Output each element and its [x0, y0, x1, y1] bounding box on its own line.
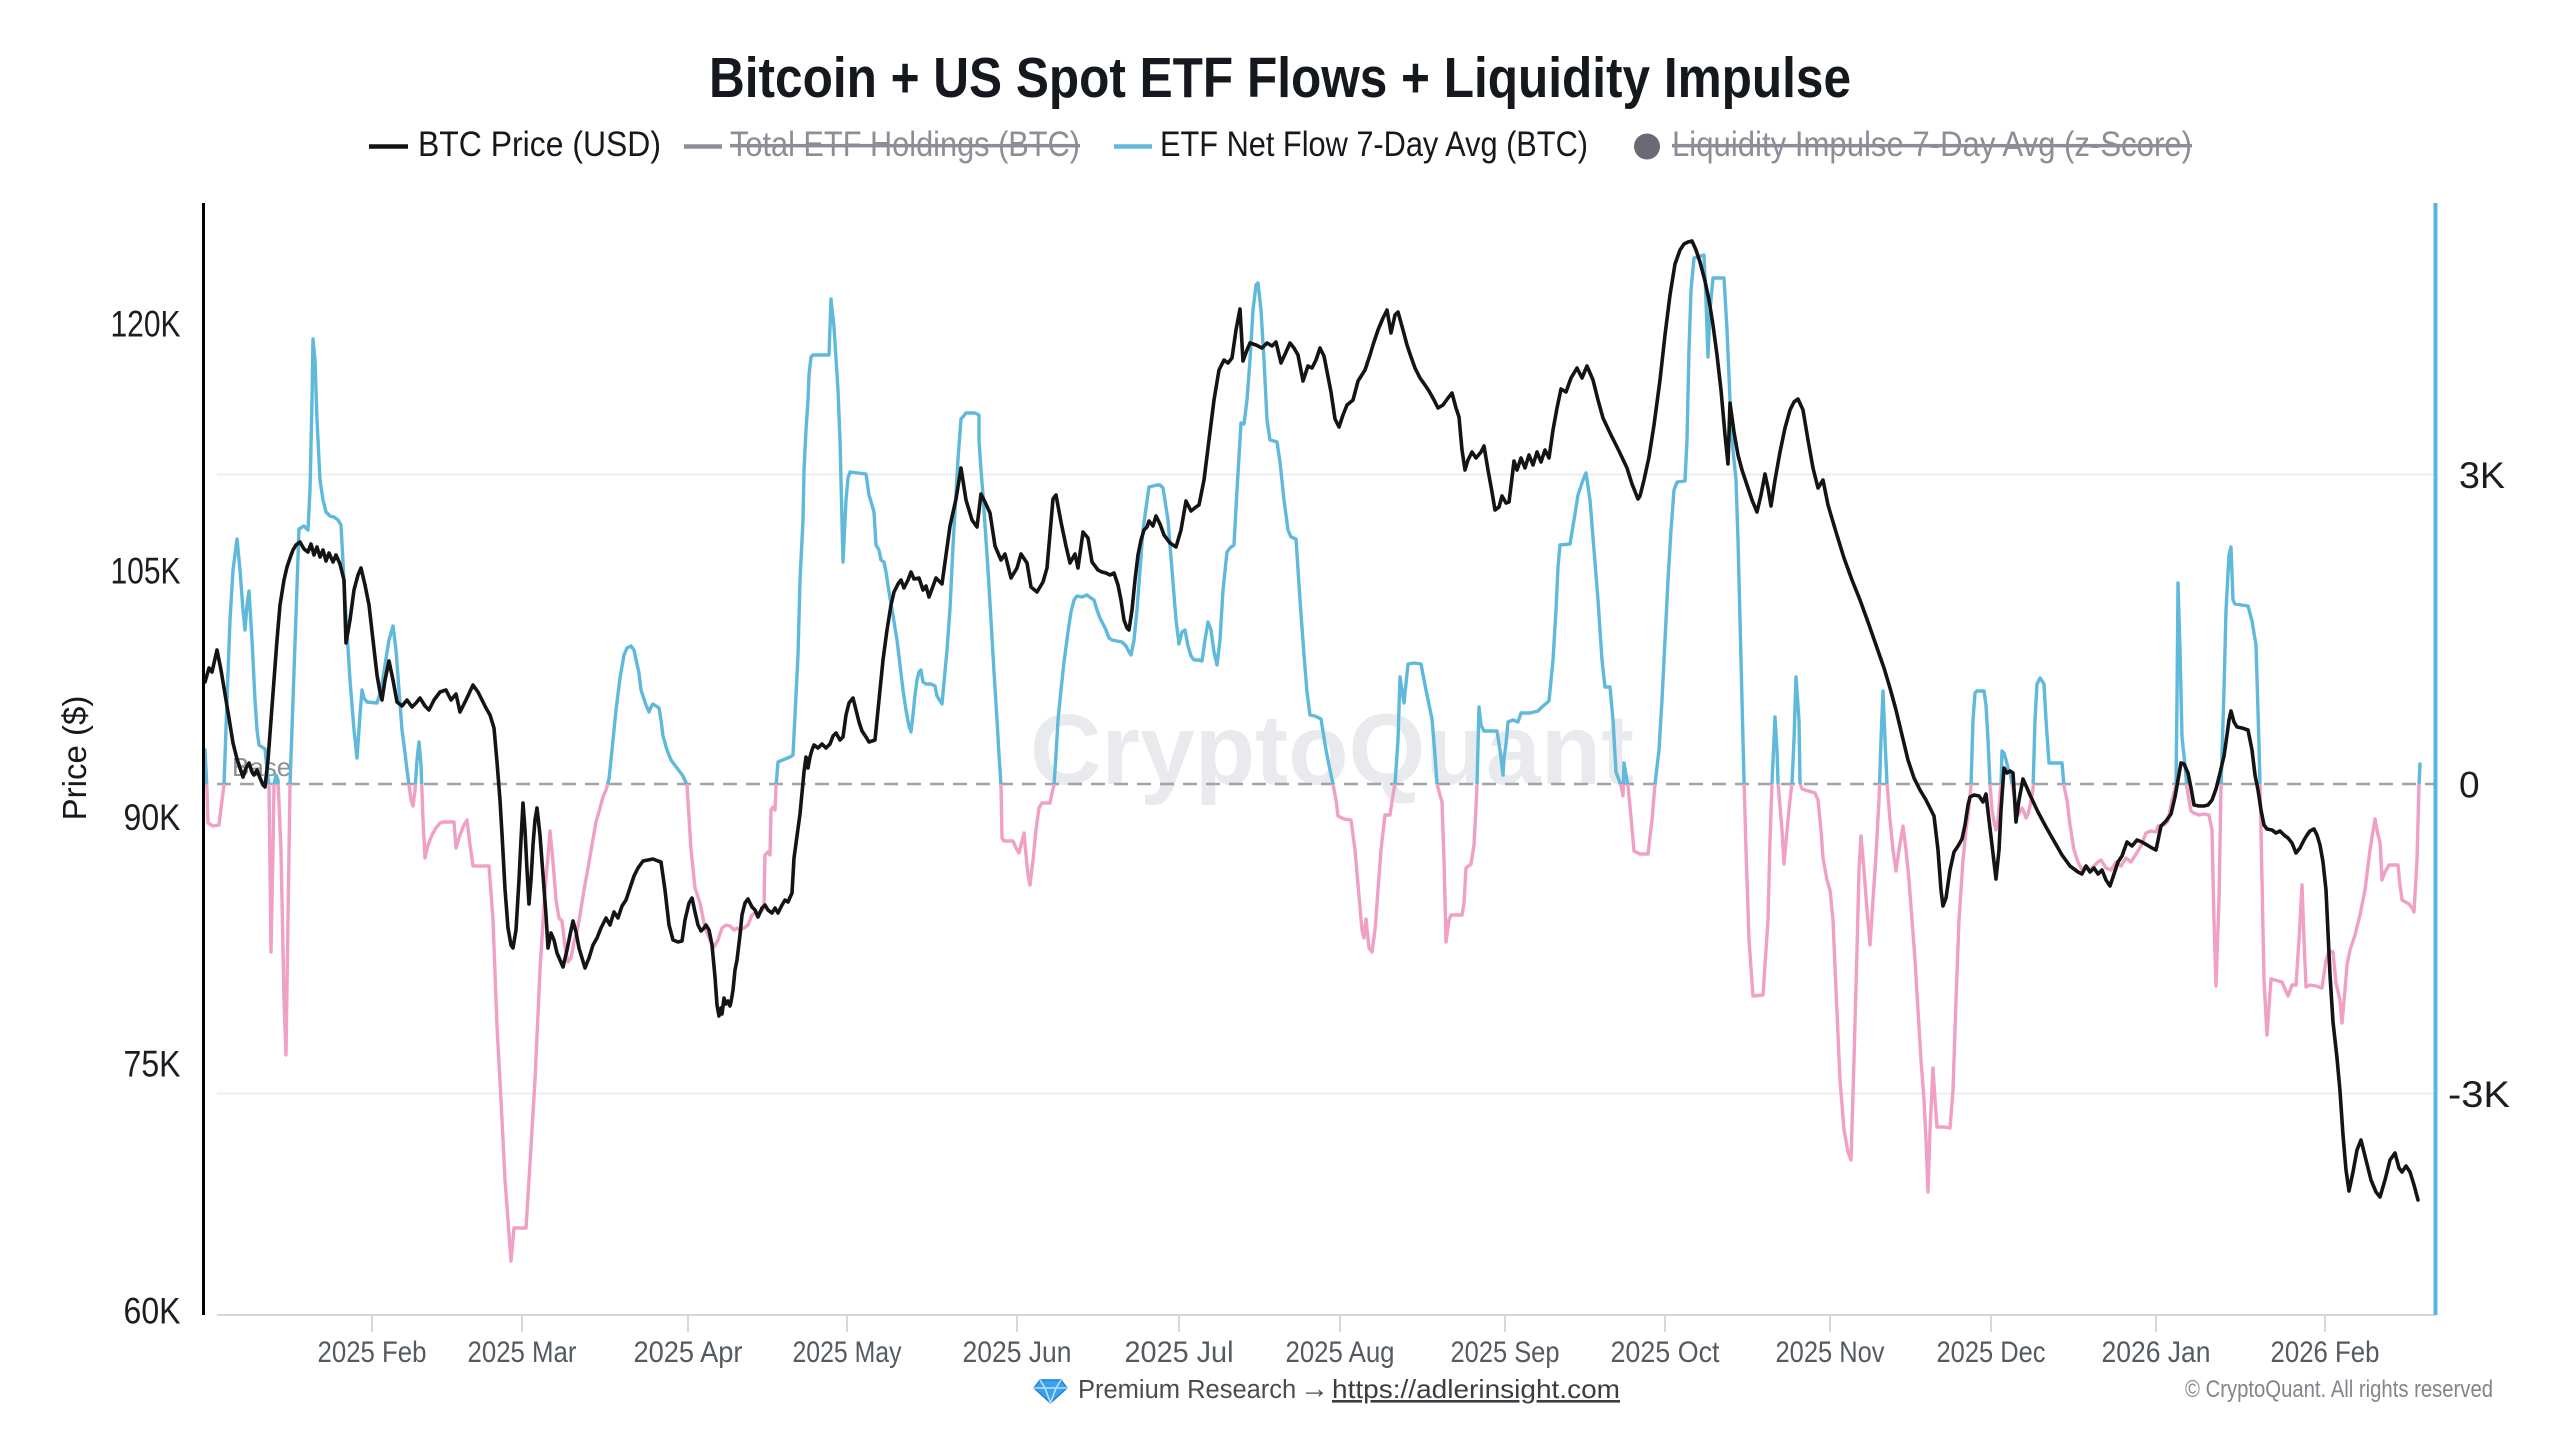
svg-text:0: 0 — [2459, 765, 2480, 806]
svg-text:105K: 105K — [111, 550, 181, 591]
svg-text:75K: 75K — [124, 1044, 181, 1085]
svg-text:2025 May: 2025 May — [793, 1336, 902, 1369]
svg-text:Total ETF Holdings (BTC): Total ETF Holdings (BTC) — [730, 125, 1080, 164]
svg-text:ETF Net Flow 7-Day Avg (BTC): ETF Net Flow 7-Day Avg (BTC) — [1160, 125, 1588, 164]
svg-text:2025 Jul: 2025 Jul — [1125, 1336, 1234, 1369]
svg-text:60K: 60K — [124, 1291, 181, 1332]
svg-text:2025 Jun: 2025 Jun — [963, 1336, 1072, 1369]
svg-text:Premium Research: Premium Research — [1078, 1376, 1296, 1404]
svg-text:2025 Apr: 2025 Apr — [634, 1336, 743, 1369]
svg-text:2025 Dec: 2025 Dec — [1937, 1336, 2046, 1369]
svg-text:2025 Oct: 2025 Oct — [1611, 1336, 1721, 1369]
svg-text:Liquidity Impulse 7-Day Avg (z: Liquidity Impulse 7-Day Avg (z-Score) — [1672, 125, 2192, 164]
svg-text:Price ($): Price ($) — [56, 696, 93, 821]
svg-text:2026 Feb: 2026 Feb — [2271, 1336, 2380, 1369]
svg-text:120K: 120K — [111, 304, 181, 345]
svg-text:2025 Aug: 2025 Aug — [1286, 1336, 1395, 1369]
svg-text:2025 Sep: 2025 Sep — [1451, 1336, 1560, 1369]
svg-text:2025 Nov: 2025 Nov — [1776, 1336, 1885, 1369]
svg-text:-3K: -3K — [2448, 1074, 2510, 1115]
svg-text:CryptoQuant: CryptoQuant — [1030, 694, 1634, 806]
svg-text:© CryptoQuant. All rights rese: © CryptoQuant. All rights reserved — [2185, 1376, 2493, 1403]
svg-text:2025 Mar: 2025 Mar — [468, 1336, 577, 1369]
svg-text:https://adlerinsight.com: https://adlerinsight.com — [1332, 1374, 1620, 1404]
svg-text:BTC Price (USD): BTC Price (USD) — [418, 125, 661, 164]
svg-text:90K: 90K — [124, 797, 181, 838]
svg-text:→: → — [1300, 1373, 1329, 1405]
svg-text:2025 Feb: 2025 Feb — [318, 1336, 427, 1369]
svg-text:Bitcoin + US Spot ETF Flows +: Bitcoin + US Spot ETF Flows + Liquidity … — [709, 46, 1851, 110]
svg-text:3K: 3K — [2459, 455, 2505, 496]
svg-text:2026 Jan: 2026 Jan — [2102, 1336, 2211, 1369]
